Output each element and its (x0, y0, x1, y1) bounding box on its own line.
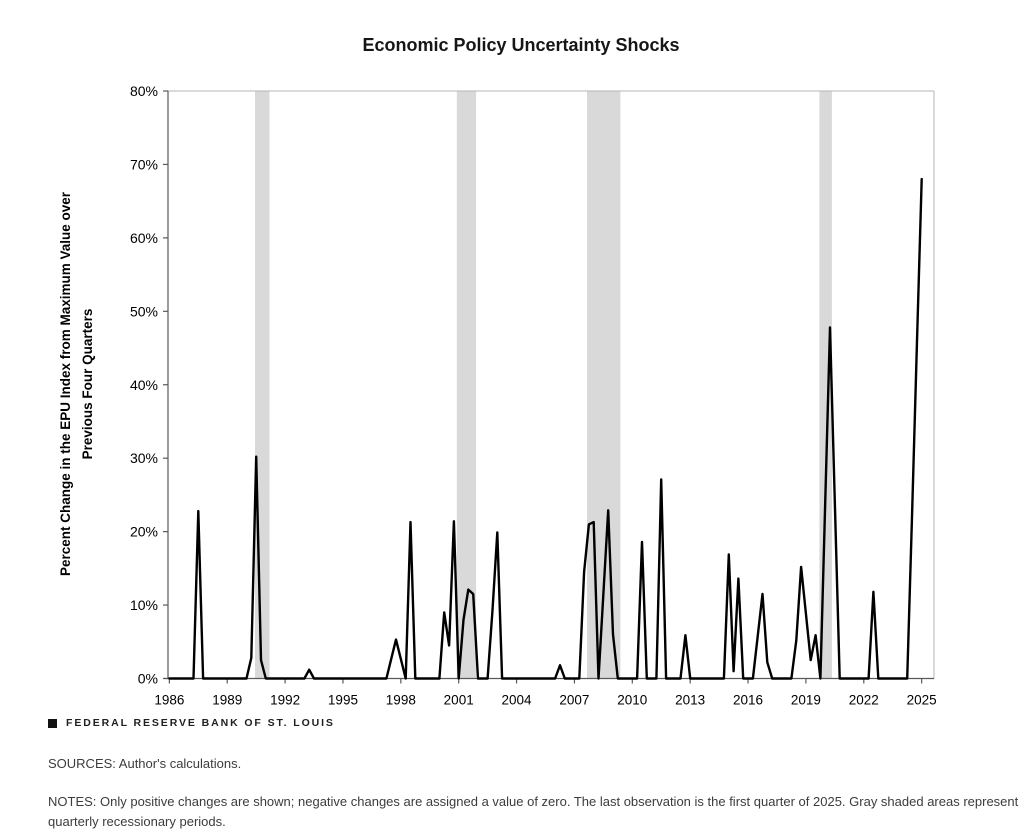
y-tick-label: 40% (130, 377, 158, 393)
x-tick-label: 1995 (328, 693, 358, 708)
stls-fed-square-icon (48, 718, 57, 728)
y-tick-label: 30% (130, 450, 158, 466)
x-tick-label: 2016 (733, 693, 763, 708)
y-tick-label: 60% (130, 230, 158, 246)
x-tick-label: 2010 (617, 693, 647, 708)
epu-line-chart: Economic Policy Uncertainty Shocks Perce… (58, 35, 937, 708)
notes-text: NOTES: Only positive changes are shown; … (48, 794, 1019, 829)
axes-group: 0% 10% 20% 30% 40% 50% 60% 70% 80% 1986 1989 1992 19… (130, 83, 937, 708)
x-tick-label: 1986 (154, 693, 184, 708)
sources-note: SOURCES: Author's calculations. (48, 756, 242, 771)
branding-label: FEDERAL RESERVE BANK OF ST. LOUIS (66, 717, 335, 729)
x-tick-label: 2019 (791, 693, 821, 708)
x-tick-label: 2007 (559, 693, 589, 708)
x-tick-label: 1998 (386, 693, 416, 708)
y-tick-label: 70% (130, 156, 158, 172)
recession-band (819, 91, 832, 679)
x-tick-label: 2022 (849, 693, 879, 708)
x-tick-label: 2001 (444, 693, 474, 708)
x-tick-label: 2025 (907, 693, 937, 708)
y-tick-label: 50% (130, 303, 158, 319)
y-tick-label: 10% (130, 597, 158, 613)
recession-band (255, 91, 270, 679)
x-tick-label: 1989 (212, 693, 242, 708)
x-tick-label: 1992 (270, 693, 300, 708)
chart-title: Economic Policy Uncertainty Shocks (362, 35, 679, 55)
x-tick-label: 2004 (502, 693, 533, 708)
recession-bands-group (255, 91, 832, 679)
recession-band (456, 91, 477, 679)
branding: FEDERAL RESERVE BANK OF ST. LOUIS (48, 717, 335, 729)
y-axis-title-line2: Previous Four Quarters (80, 309, 95, 460)
epu-line-series (168, 177, 923, 680)
y-tick-label: 80% (130, 83, 158, 99)
y-axis-title-line1: Percent Change in the EPU Index from Max… (58, 191, 73, 576)
y-tick-label: 0% (138, 671, 158, 687)
x-tick-label: 2013 (675, 693, 705, 708)
y-tick-label: 20% (130, 524, 158, 540)
